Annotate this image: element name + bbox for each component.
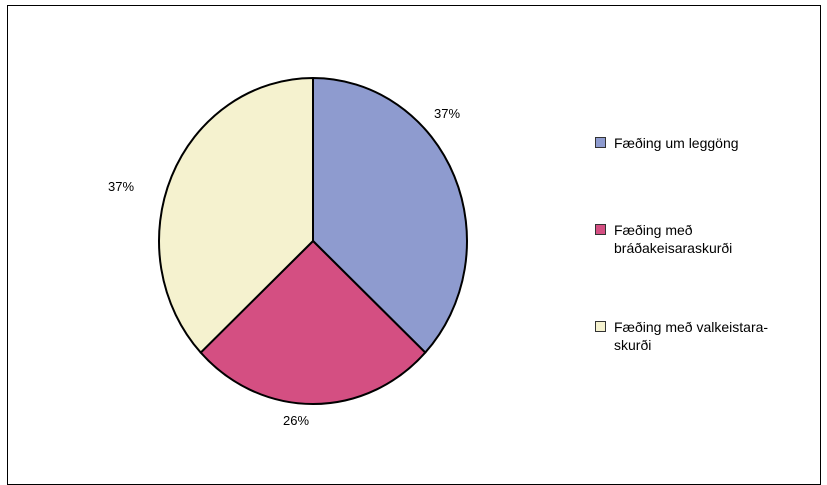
pie-slice-elective-cesarean <box>158 77 314 354</box>
pie-slice-vaginal <box>312 77 468 354</box>
slice-label-vaginal: 37% <box>434 106 461 121</box>
pie-slice-emergency-cesarean <box>199 240 427 405</box>
legend-item-emergency-cesarean: Fæðing með bráðakeisaraskurði <box>595 221 774 257</box>
legend-item-elective-cesarean: Fæðing með valkeistara-skurði <box>595 318 774 354</box>
legend-swatch-emergency-cesarean <box>595 224 606 235</box>
legend-item-vaginal: Fæðing um leggöng <box>595 134 784 152</box>
legend-label-emergency-cesarean: Fæðing með bráðakeisaraskurði <box>614 222 733 256</box>
legend-swatch-elective-cesarean <box>595 321 606 332</box>
legend-label-vaginal: Fæðing um leggöng <box>614 135 739 151</box>
slice-label-elective-cesarean: 37% <box>108 179 135 194</box>
slice-label-emergency-cesarean: 26% <box>283 413 310 428</box>
legend-swatch-vaginal <box>595 137 606 148</box>
legend-label-elective-cesarean: Fæðing með valkeistara-skurði <box>614 319 769 353</box>
